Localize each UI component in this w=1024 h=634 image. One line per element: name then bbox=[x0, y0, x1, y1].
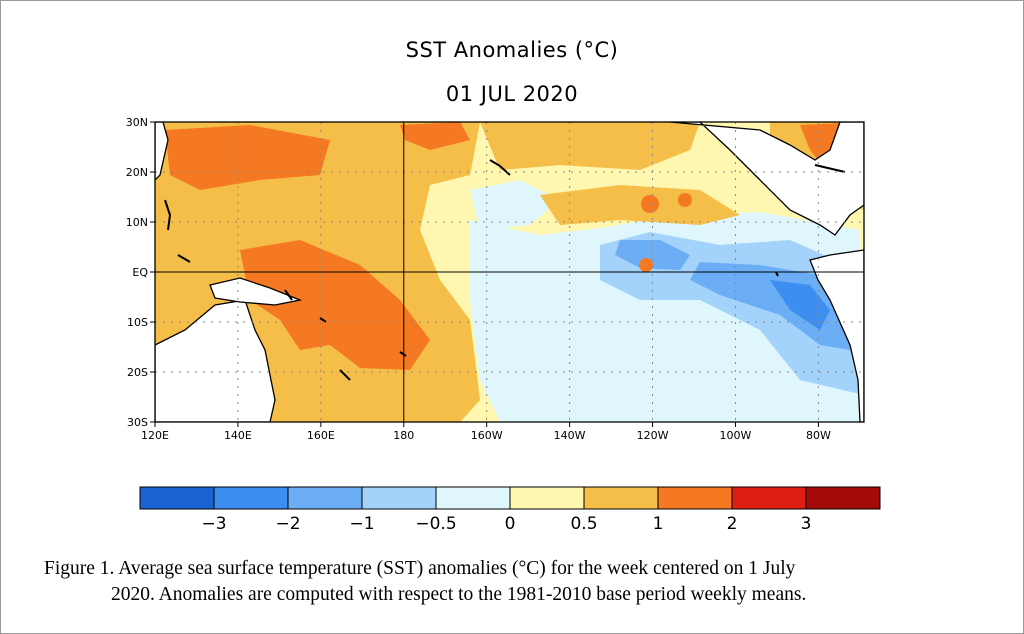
anomaly-warm2-spot-c bbox=[639, 258, 653, 272]
lat-tick-label: 20N bbox=[126, 166, 148, 179]
lon-tick-label: 180 bbox=[393, 429, 414, 442]
figure-caption: Figure 1. Average sea surface temperatur… bbox=[44, 556, 1004, 608]
anomaly-warm2-n bbox=[400, 122, 470, 150]
lon-tick-label: 100W bbox=[720, 429, 752, 442]
colorbar-tick-label: −1 bbox=[349, 514, 374, 534]
land-asia bbox=[155, 122, 169, 181]
land-australia bbox=[155, 299, 276, 422]
lat-tick-label: 30N bbox=[126, 116, 148, 129]
caption-line-1: Figure 1. Average sea surface temperatur… bbox=[44, 558, 796, 579]
land-south-america bbox=[809, 249, 864, 422]
colorbar-tick-label: −0.5 bbox=[415, 514, 456, 534]
island-b bbox=[284, 289, 293, 301]
colorbar-segment bbox=[731, 486, 807, 510]
anomaly-warm2-spot-a bbox=[641, 195, 659, 213]
lon-tick-label: 160E bbox=[307, 429, 335, 442]
land-new-guinea bbox=[209, 277, 303, 306]
colorbar-tick-label: −3 bbox=[201, 514, 226, 534]
colorbar-segment bbox=[583, 486, 659, 510]
lon-tick-label: 160W bbox=[471, 429, 503, 442]
lon-tick-label: 120W bbox=[637, 429, 669, 442]
map-grid bbox=[155, 122, 864, 422]
colorbar-segment bbox=[805, 486, 881, 510]
chart-title: SST Anomalies (°C) bbox=[405, 38, 619, 62]
island-e bbox=[399, 351, 407, 357]
island-galapagos bbox=[775, 271, 779, 277]
lon-tick-label: 140E bbox=[224, 429, 252, 442]
caption-line-2: 2020. Anomalies are computed with respec… bbox=[111, 584, 807, 605]
colorbar-segment bbox=[657, 486, 733, 510]
colorbar-tick-label: 3 bbox=[801, 514, 812, 534]
anomaly-cool-3 bbox=[770, 280, 830, 330]
anomaly-warm2-nw bbox=[165, 125, 330, 190]
island-d bbox=[339, 369, 351, 381]
anomaly-neutral-cool-north bbox=[470, 180, 560, 230]
latitude-labels: 30N 20N 10N EQ 10S 20S 30S bbox=[126, 116, 155, 429]
colorbar-segment bbox=[509, 486, 585, 510]
colorbar-tick-label: 1 bbox=[653, 514, 664, 534]
chart-date: 01 JUL 2020 bbox=[445, 82, 579, 106]
colorbar-tick-label: 2 bbox=[727, 514, 738, 534]
lon-tick-label: 140W bbox=[554, 429, 586, 442]
land-central-america bbox=[669, 122, 864, 236]
lon-tick-label: 80W bbox=[806, 429, 831, 442]
colorbar-segment bbox=[435, 486, 511, 510]
lat-tick-label: 10N bbox=[126, 216, 148, 229]
lat-tick-label: 20S bbox=[127, 366, 148, 379]
colorbar: −3 −2 −1 −0.5 0 0.5 1 2 3 bbox=[139, 486, 881, 534]
colorbar-segment bbox=[361, 486, 437, 510]
island-c bbox=[319, 317, 327, 323]
longitude-labels: 120E 140E 160E 180 160W 140W 120W 100W 80W bbox=[141, 422, 831, 442]
anomaly-warm-central bbox=[540, 185, 740, 225]
colorbar-segment bbox=[213, 486, 289, 510]
colorbar-tick-label: 0.5 bbox=[570, 514, 597, 534]
lat-tick-label: 30S bbox=[127, 416, 148, 429]
island-a bbox=[177, 254, 191, 263]
island-cuba bbox=[814, 164, 846, 173]
island-hawaii bbox=[489, 159, 511, 176]
lat-tick-label: 10S bbox=[127, 316, 148, 329]
lon-tick-label: 120E bbox=[141, 429, 169, 442]
anomaly-warm-north bbox=[480, 122, 700, 170]
lat-tick-label: EQ bbox=[132, 266, 148, 279]
islands bbox=[164, 159, 846, 381]
colorbar-tick-label: −2 bbox=[275, 514, 300, 534]
colorbar-tick-label: 0 bbox=[505, 514, 516, 534]
colorbar-segment bbox=[139, 486, 215, 510]
anomaly-cool-2b bbox=[690, 262, 850, 350]
anomaly-warm2-spot-b bbox=[678, 193, 692, 207]
island-philippines bbox=[164, 199, 172, 231]
anomaly-cool-2a bbox=[615, 240, 690, 270]
colorbar-segment bbox=[287, 486, 363, 510]
